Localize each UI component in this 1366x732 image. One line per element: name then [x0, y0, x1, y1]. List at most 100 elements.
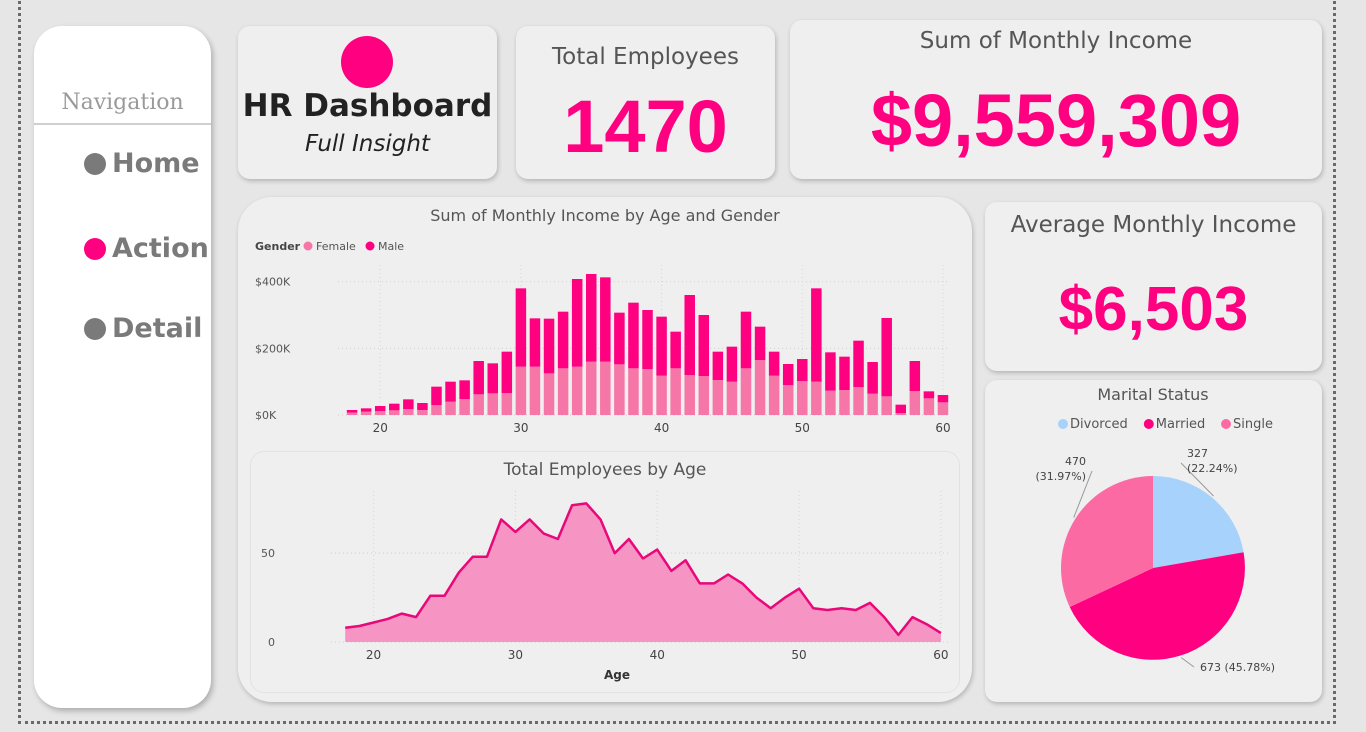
bar-male-age-53 [839, 356, 850, 390]
area-x-tick-label: 40 [650, 648, 665, 662]
area-chart-title: Total Employees by Age [503, 460, 707, 480]
bar-female-age-49 [782, 385, 794, 415]
bar-female-age-19 [360, 411, 372, 415]
bar-male-age-50 [797, 359, 808, 381]
legend-label-male: Male [378, 240, 404, 253]
pie-slice-divorced [1153, 476, 1244, 568]
dashboard-frame [18, 0, 1336, 724]
action-dot-icon [84, 237, 106, 260]
bar-male-age-41 [670, 331, 681, 369]
bar-male-age-48 [768, 351, 780, 376]
bar-female-age-35 [585, 361, 597, 415]
brand-card: HR Dashboard Full Insight [238, 26, 497, 179]
bar-female-age-53 [839, 390, 850, 415]
pie-marks: 327 (22.24%) 673 (45.78%) 470 (31.97%) [1035, 447, 1275, 674]
bar-male-age-49 [782, 364, 794, 385]
area-y-tick-label: 0 [268, 636, 275, 649]
nav-item-home[interactable]: Home [84, 148, 200, 179]
area-x-tick-label: 30 [508, 648, 523, 662]
bar-male-age-39 [642, 310, 653, 369]
bar-male-age-58 [909, 361, 921, 391]
bar-male-age-32 [543, 318, 555, 374]
nav-item-detail[interactable]: Detail [84, 313, 202, 344]
bar-female-age-58 [909, 391, 921, 415]
bar-y-tick-label: $0K [255, 409, 277, 422]
bar-axis-ticks: $0K $200K $400K 20 30 40 50 60 [255, 276, 951, 435]
bar-male-age-36 [600, 277, 611, 362]
bar-x-tick-label: 50 [795, 421, 810, 435]
bar-y-tick-label: $200K [255, 342, 291, 355]
bar-female-age-47 [754, 360, 766, 415]
bar-male-age-59 [923, 391, 935, 399]
bar-female-age-25 [445, 401, 456, 415]
area-axis-ticks: 0 50 20 30 40 50 60 [261, 547, 949, 662]
bar-male-age-28 [487, 363, 499, 394]
bar-male-age-30 [515, 288, 527, 367]
bar-female-age-37 [614, 364, 625, 415]
bar-female-age-56 [881, 396, 892, 415]
bar-female-age-18 [346, 412, 358, 415]
total-employees-card: Total Employees 1470 [516, 26, 775, 179]
area-line [345, 502, 942, 637]
bar-x-tick-label: 30 [513, 421, 528, 435]
bar-male-age-26 [459, 380, 470, 399]
bar-male-age-55 [867, 362, 878, 394]
bar-male-age-34 [571, 279, 583, 367]
bar-female-age-40 [656, 375, 667, 415]
sum-income-card: Sum of Monthly Income $9,559,309 [790, 20, 1322, 179]
area-x-tick-label: 20 [366, 648, 381, 662]
bar-male-age-38 [628, 302, 639, 369]
bar-male-age-35 [585, 274, 597, 362]
legend-dot-single [1221, 419, 1231, 429]
bar-male-age-23 [417, 403, 428, 410]
bar-female-age-55 [867, 393, 878, 415]
bar-female-age-32 [543, 373, 555, 415]
bar-female-age-51 [811, 381, 822, 415]
bar-male-age-57 [895, 404, 907, 413]
bar-male-age-60 [937, 395, 949, 403]
bar-male-age-29 [501, 351, 513, 393]
bar-female-age-60 [937, 402, 949, 415]
pie-data-label-divorced: 327 (22.24%) [1187, 447, 1238, 475]
bar-x-tick-label: 60 [935, 421, 950, 435]
brand-title: HR Dashboard [242, 88, 493, 124]
bar-female-age-36 [600, 361, 611, 415]
home-dot-icon [84, 152, 106, 175]
pie-legend: Divorced Married Single [1058, 417, 1273, 432]
navigation-title: Navigation [61, 90, 184, 115]
legend-dot-male [365, 241, 375, 251]
pie-slice-single [1061, 476, 1153, 607]
bar-female-age-23 [417, 410, 428, 415]
area-fill [345, 503, 941, 642]
bar-male-age-24 [431, 386, 442, 405]
legend-dot-divorced [1058, 419, 1068, 429]
bar-female-age-29 [501, 393, 513, 415]
bar-female-age-21 [389, 410, 400, 415]
area-x-tick-label: 60 [933, 648, 948, 662]
avg-income-card: Average Monthly Income $6,503 [985, 202, 1322, 371]
bar-male-age-44 [712, 351, 724, 380]
bar-male-age-31 [529, 318, 541, 367]
area-x-axis-label: Age [604, 668, 630, 682]
total-employees-title: Total Employees [552, 44, 739, 70]
bar-chart-title: Sum of Monthly Income by Age and Gender [430, 206, 780, 225]
bar-female-age-48 [768, 375, 780, 415]
pie-data-label-single: 470 (31.97%) [1035, 455, 1086, 483]
bar-female-age-30 [515, 366, 527, 415]
bar-male-age-47 [754, 326, 766, 360]
bar-male-age-42 [684, 295, 695, 375]
bar-male-age-40 [656, 316, 667, 376]
bar-female-age-20 [374, 411, 386, 415]
bar-female-age-31 [529, 366, 541, 415]
bar-female-age-33 [557, 368, 569, 415]
bar-male-age-43 [698, 315, 710, 376]
bar-female-age-45 [726, 381, 738, 415]
bar-female-age-38 [628, 368, 639, 415]
bar-male-age-21 [389, 403, 400, 411]
nav-item-action[interactable]: Action [84, 233, 209, 264]
bar-male-age-18 [346, 410, 358, 413]
marital-status-pie-chart: Marital Status Divorced Married Single 327… [1035, 385, 1275, 674]
legend-dot-married [1143, 419, 1154, 429]
bar-female-age-52 [825, 390, 836, 415]
area-x-tick-label: 50 [791, 648, 806, 662]
